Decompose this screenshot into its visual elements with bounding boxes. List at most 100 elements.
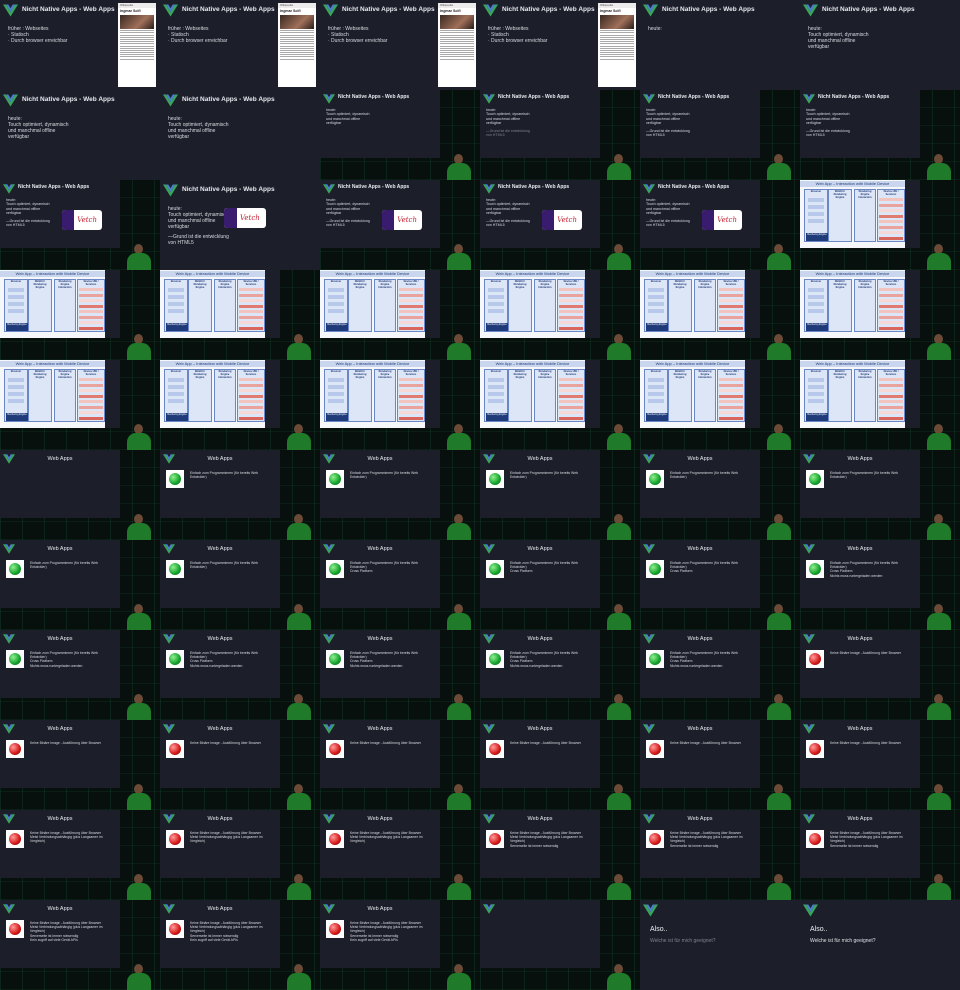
video-frame-thumbnail[interactable]: Web App – Interaction with Mobile Device…	[160, 270, 320, 360]
phone-browser-bar: Wikipedia	[118, 3, 156, 8]
video-frame-thumbnail[interactable]: Nicht Native Apps - Web Apps heute: Touch …	[160, 90, 320, 180]
video-frame-thumbnail[interactable]: Web Apps Einfach zum Programmieren (für b…	[160, 540, 320, 630]
video-frame-thumbnail[interactable]: Web App – Interaction with Mobile Device…	[480, 360, 640, 450]
video-frame-thumbnail[interactable]: Nicht Native Apps - Web Apps heute: Touch …	[640, 180, 800, 270]
video-frame-thumbnail[interactable]: Nicht Native Apps - Web Apps früher : Web…	[480, 0, 640, 90]
video-frame-thumbnail[interactable]: Web Apps Einfach zum Programmieren (für b…	[480, 450, 640, 540]
slide-bullet: Vergleich)	[190, 929, 206, 934]
diagram-service	[399, 304, 423, 308]
video-frame-thumbnail[interactable]: Web Apps Keine Binäre Image - Ausführung …	[0, 720, 160, 810]
video-frame-thumbnail[interactable]: Web Apps	[0, 450, 160, 540]
diagram-block	[808, 302, 824, 306]
vue-logo-icon	[643, 724, 655, 734]
presenter-head	[774, 604, 783, 614]
video-frame-thumbnail[interactable]: Nicht Native Apps - Web Apps heute: Touch …	[640, 90, 800, 180]
video-frame-thumbnail[interactable]: Web Apps Keine Binäre Image - Ausführung …	[160, 810, 320, 900]
presenter-shirt	[287, 523, 311, 540]
video-frame-thumbnail[interactable]: Web Apps Keine Binäre Image - Ausführung …	[160, 720, 320, 810]
video-frame-thumbnail[interactable]: Web Apps Einfach zum Programmieren (für b…	[800, 450, 960, 540]
video-frame-thumbnail[interactable]: Web Apps Einfach zum Programmieren (für b…	[480, 540, 640, 630]
video-frame-thumbnail[interactable]: Web Apps Einfach zum Programmieren (für b…	[160, 630, 320, 720]
video-frame-thumbnail[interactable]: Nicht Native Apps - Web Apps heute: Touch …	[480, 180, 640, 270]
video-frame-thumbnail[interactable]: Web Apps Einfach zum Programmieren (für b…	[480, 630, 640, 720]
diagram-service	[879, 214, 903, 218]
video-frame-thumbnail[interactable]: Web App – Interaction with Mobile Device…	[0, 270, 160, 360]
diagram-service	[559, 389, 583, 392]
video-frame-thumbnail[interactable]: Web App – Interaction with Mobile Device…	[640, 270, 800, 360]
video-frame-thumbnail[interactable]: Web Apps Einfach zum Programmieren (für b…	[640, 630, 800, 720]
diagram-service	[879, 288, 903, 291]
text-line	[280, 36, 314, 38]
video-frame-thumbnail[interactable]: Web Apps Einfach zum Programmieren (für b…	[160, 450, 320, 540]
video-frame-thumbnail[interactable]: Web Apps Keine Binäre Image - Ausführung …	[800, 630, 960, 720]
logo-text: Vetch	[77, 216, 97, 224]
video-frame-thumbnail[interactable]: Also.. Welche ist für mich geeignet?	[800, 900, 960, 990]
slide-bullet: Keine Binäre Image - Ausführung über Bro…	[350, 831, 422, 835]
video-frame-thumbnail[interactable]: Nicht Native Apps - Web Apps früher : Web…	[320, 0, 480, 90]
diagram-location-box: Rendering Engine	[6, 323, 28, 331]
video-frame-thumbnail[interactable]: Web Apps Keine Binäre Image - Ausführung …	[640, 720, 800, 810]
diagram-service	[239, 405, 263, 409]
video-frame-thumbnail[interactable]: Web Apps Keine Binäre Image - Ausführung …	[320, 810, 480, 900]
slide-bullet: Vergleich)	[350, 839, 366, 844]
diagram-column: WebKit / Rendering Engine	[668, 369, 692, 422]
video-frame-thumbnail[interactable]: Nicht Native Apps - Web Apps heute: Touch …	[480, 90, 640, 180]
presenter-shirt	[447, 613, 471, 630]
video-frame-thumbnail[interactable]: Web Apps Einfach zum Programmieren (für b…	[0, 630, 160, 720]
slide-heading: heute:	[486, 108, 496, 112]
video-frame-thumbnail[interactable]: Nicht Native Apps - Web Apps früher : Web…	[160, 0, 320, 90]
video-frame-thumbnail[interactable]: Web App – Interaction with Mobile Device…	[320, 270, 480, 360]
video-frame-thumbnail[interactable]: Web Apps Keine Binäre Image - Ausführung …	[640, 810, 800, 900]
video-frame-thumbnail[interactable]: Web App – Interaction with Mobile Device…	[800, 360, 960, 450]
video-frame-thumbnail[interactable]: Web Apps Keine Binäre Image - Ausführung …	[480, 810, 640, 900]
video-frame-thumbnail[interactable]: Nicht Native Apps - Web Apps früher : Web…	[0, 0, 160, 90]
video-frame-thumbnail[interactable]: Nicht Native Apps - Web Apps heute: Touch …	[0, 90, 160, 180]
video-frame-thumbnail[interactable]: Web App – Interaction with Mobile Device…	[160, 360, 320, 450]
video-frame-thumbnail[interactable]: Web Apps Einfach zum Programmieren (für b…	[320, 450, 480, 540]
video-frame-thumbnail[interactable]: Web Apps Keine Binäre Image - Ausführung …	[160, 900, 320, 990]
video-frame-thumbnail[interactable]: Nicht Native Apps - Web Apps heute: Touch …	[800, 90, 960, 180]
video-frame-thumbnail[interactable]: Nicht Native Apps - Web Apps heute: Touch …	[0, 180, 160, 270]
video-frame-thumbnail[interactable]: Web App – Interaction with Mobile Device…	[800, 270, 960, 360]
video-frame-thumbnail[interactable]: Web App – Interaction with Mobile Device…	[480, 270, 640, 360]
video-frame-thumbnail[interactable]: Web Apps Einfach zum Programmieren (für b…	[0, 540, 160, 630]
video-frame-thumbnail[interactable]: Web Apps Einfach zum Programmieren (für b…	[640, 540, 800, 630]
video-frame-thumbnail[interactable]: Web Apps Einfach zum Programmieren (für b…	[320, 630, 480, 720]
video-frame-thumbnail[interactable]: Nicht Native Apps - Web Apps heute:	[640, 0, 800, 90]
slide-bullet: von HTML5	[646, 223, 665, 228]
video-frame-thumbnail[interactable]: Nicht Native Apps - Web Apps heute: Touch …	[320, 180, 480, 270]
slide-body: Einfach zum Programmieren (für bereits W…	[830, 471, 898, 479]
video-frame-thumbnail[interactable]: Nicht Native Apps - Web Apps heute: Touch …	[160, 180, 320, 270]
video-frame-thumbnail[interactable]: Web App – Interaction with Mobile Device…	[0, 360, 160, 450]
diagram-location-box: Rendering Engine	[646, 323, 668, 331]
presenter-figure	[122, 962, 156, 990]
video-frame-thumbnail[interactable]: Nicht Native Apps - Web Apps heute: Touch …	[800, 0, 960, 90]
video-frame-thumbnail[interactable]: Web Apps Einfach zum Programmieren (für b…	[640, 450, 800, 540]
video-frame-thumbnail[interactable]: Web App – Interaction with Mobile Device…	[800, 180, 960, 270]
diagram-column-label: Browser	[650, 370, 662, 373]
video-frame-thumbnail[interactable]	[480, 900, 640, 990]
slide: Web Apps Einfach zum Programmieren (für b…	[320, 540, 440, 608]
video-frame-thumbnail[interactable]: Also.. Welche ist für mich geeignet?	[640, 900, 800, 990]
thumb-icon-frame	[646, 650, 664, 668]
video-frame-thumbnail[interactable]: Web Apps Keine Binäre Image - Ausführung …	[0, 810, 160, 900]
diagram-block	[328, 378, 344, 382]
video-frame-thumbnail[interactable]: Web Apps Keine Binäre Image - Ausführung …	[0, 900, 160, 990]
video-frame-thumbnail[interactable]: Web App – Interaction with Mobile Device…	[640, 360, 800, 450]
vue-logo-icon	[803, 724, 815, 734]
presenter-shirt	[127, 523, 151, 540]
slide-bullet: Serverseite ist immer notwendig	[30, 933, 79, 938]
vue-logo-icon	[163, 4, 178, 17]
video-frame-thumbnail[interactable]: Web Apps Keine Binäre Image - Ausführung …	[320, 900, 480, 990]
video-frame-thumbnail[interactable]: Web Apps Keine Binäre Image - Ausführung …	[480, 720, 640, 810]
slide-bullet: Einfach zum Programmieren (für bereits W…	[670, 471, 738, 475]
video-frame-thumbnail[interactable]: Web App – Interaction with Mobile Device…	[320, 360, 480, 450]
video-frame-thumbnail[interactable]: Web Apps Einfach zum Programmieren (für b…	[320, 540, 480, 630]
video-frame-thumbnail[interactable]: Web Apps Keine Binäre Image - Ausführung …	[800, 720, 960, 810]
slide-bullet: Einfach zum Programmieren (für bereits W…	[350, 471, 418, 475]
video-frame-thumbnail[interactable]: Web Apps Einfach zum Programmieren (für b…	[800, 540, 960, 630]
video-frame-thumbnail[interactable]: Web Apps Keine Binäre Image - Ausführung …	[800, 810, 960, 900]
text-line	[120, 45, 154, 47]
video-frame-thumbnail[interactable]: Nicht Native Apps - Web Apps heute: Touch …	[320, 90, 480, 180]
video-frame-thumbnail[interactable]: Web Apps Keine Binäre Image - Ausführung …	[320, 720, 480, 810]
